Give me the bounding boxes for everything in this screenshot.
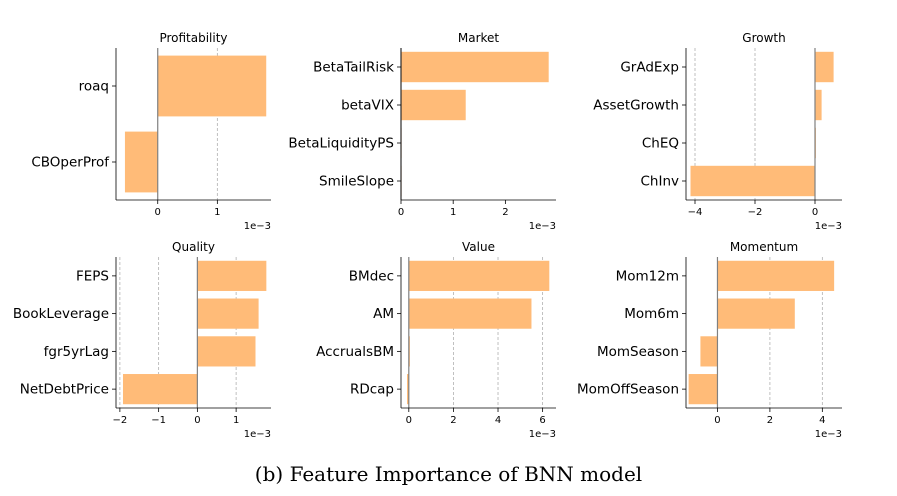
category-label: BookLeverage [13, 306, 109, 322]
x-tick-label: 4 [495, 415, 501, 426]
category-label: AssetGrowth [593, 98, 679, 114]
bar [690, 165, 815, 197]
x-tick-label: −2 [748, 207, 763, 218]
panel-title: Momentum [730, 240, 798, 254]
category-label: MomOffSeason [577, 382, 679, 398]
feature-importance-figure: roaq CBOperProf 0 1 1e−3 Profitability BetaTai… [13, 31, 842, 440]
panel-title: Profitability [159, 31, 227, 45]
category-label: AccrualsBM [316, 344, 394, 360]
category-label: BMdec [349, 268, 394, 284]
bar [700, 336, 718, 367]
bar [407, 374, 409, 405]
x-tick-label: 0 [406, 415, 412, 426]
x-tick-label: 2 [502, 207, 508, 218]
axis-scale-label: 1e−3 [529, 429, 556, 440]
panel-quality: FEPS BookLeverage fgr5yrLag NetDebtPrice −2 −… [13, 240, 271, 440]
x-tick-label: 0 [714, 415, 720, 426]
panel-title: Value [462, 240, 495, 254]
x-tick-label: 1 [233, 415, 239, 426]
x-tick-label: 0 [194, 415, 200, 426]
panel-title: Growth [742, 31, 785, 45]
bar [122, 374, 198, 405]
x-tick-label: 6 [539, 415, 545, 426]
category-label: FEPS [76, 268, 109, 284]
category-label: CBOperProf [31, 155, 110, 171]
axis-scale-label: 1e−3 [529, 221, 556, 232]
category-label: AM [373, 306, 394, 322]
bar [401, 51, 549, 83]
bar [157, 55, 267, 117]
bar [688, 374, 718, 405]
panel-title: Market [458, 31, 500, 45]
x-tick-label: −4 [688, 207, 703, 218]
x-tick-label: 1 [214, 207, 220, 218]
category-label: MomSeason [597, 344, 679, 360]
panel-market: BetaTailRisk betaVIX BetaLiquidityPS SmileS… [288, 31, 556, 232]
category-label: fgr5yrLag [44, 344, 109, 360]
category-label: Mom6m [624, 306, 679, 322]
x-tick-label: −2 [113, 415, 128, 426]
bar [124, 131, 158, 193]
category-label: BetaTailRisk [313, 60, 394, 76]
bar [408, 260, 550, 291]
category-label: BetaLiquidityPS [288, 136, 394, 152]
x-tick-label: 0 [155, 207, 161, 218]
category-label: NetDebtPrice [20, 382, 109, 398]
x-tick-label: 1 [450, 207, 456, 218]
category-label: ChInv [640, 174, 679, 190]
category-label: GrAdExp [620, 60, 679, 76]
bar [815, 89, 822, 121]
bar [197, 260, 267, 291]
panel-title: Quality [172, 240, 215, 254]
bar [717, 260, 835, 291]
category-label: ChEQ [642, 136, 679, 152]
figure-caption: (b) Feature Importance of BNN model [254, 462, 643, 486]
x-tick-label: 0 [398, 207, 404, 218]
category-label: Mom12m [616, 268, 679, 284]
bar [717, 298, 795, 329]
x-tick-label: 4 [819, 415, 825, 426]
axis-scale-label: 1e−3 [815, 221, 842, 232]
axis-scale-label: 1e−3 [244, 221, 271, 232]
axis-scale-label: 1e−3 [244, 429, 271, 440]
category-label: roaq [79, 79, 109, 95]
panel-growth: GrAdExp AssetGrowth ChEQ ChInv −4 −2 0 1e−3 Grow… [593, 31, 842, 232]
panel-momentum: Mom12m Mom6m MomSeason MomOffSeason 0 2 4 1e−3 M… [577, 240, 842, 440]
axis-scale-label: 1e−3 [815, 429, 842, 440]
category-label: SmileSlope [319, 174, 394, 190]
bar [408, 298, 532, 329]
panel-profitability: roaq CBOperProf 0 1 1e−3 Profitability [31, 31, 271, 232]
x-tick-label: −1 [151, 415, 166, 426]
category-label: RDcap [350, 382, 394, 398]
x-tick-label: 2 [767, 415, 773, 426]
bar [197, 298, 259, 329]
bar [197, 336, 256, 367]
x-tick-label: 2 [450, 415, 456, 426]
category-label: betaVIX [341, 98, 394, 114]
x-tick-label: 0 [812, 207, 818, 218]
bar [815, 51, 834, 83]
panel-value: BMdec AM AccrualsBM RDcap 0 2 4 6 1e−3 Value [316, 240, 556, 440]
bar [401, 89, 466, 121]
